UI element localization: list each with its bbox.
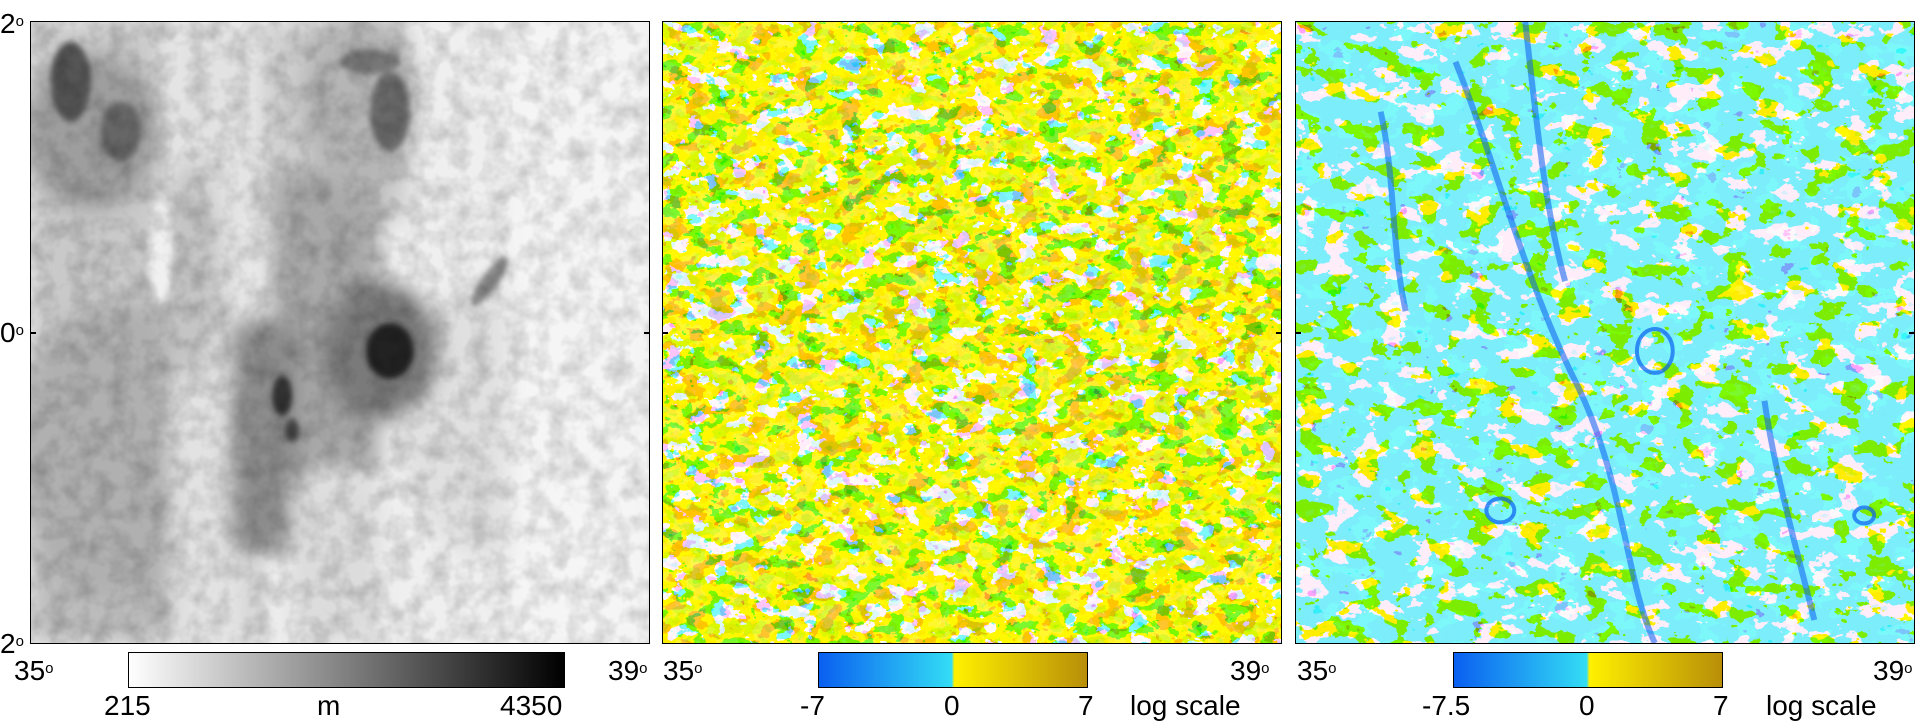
curvature-colorbar-2	[1453, 652, 1723, 688]
lon-right-label-3: 39o	[1873, 655, 1913, 686]
elevation-image	[31, 22, 649, 643]
elevation-colorbar	[128, 652, 565, 688]
curvature-colorbar-1-scale: log scale	[1130, 690, 1241, 721]
lat-bottom-label: 2o	[0, 628, 24, 659]
elevation-map	[30, 21, 650, 644]
curvature-colorbar-2-max: 7	[1713, 690, 1729, 721]
curvature-colorbar-1-max: 7	[1078, 690, 1094, 721]
curvature-colorbar-1	[818, 652, 1088, 688]
lat-top-label: 2o	[0, 8, 24, 39]
curvature-colorbar-1-mid: 0	[944, 690, 960, 721]
lat-tick-left-2	[662, 332, 668, 334]
curvature-colorbar-1-min: -7	[800, 690, 825, 721]
lon-right-label-2: 39o	[1230, 655, 1270, 686]
curvature-colorbar-2-scale: log scale	[1766, 690, 1877, 721]
curvature-map-1	[662, 21, 1282, 644]
elevation-colorbar-min: 215	[104, 690, 151, 721]
curvature-image-2	[1296, 22, 1914, 643]
lat-tick-left-3	[1295, 332, 1301, 334]
elevation-colorbar-unit: m	[317, 690, 341, 721]
curvature-map-2	[1295, 21, 1915, 644]
lon-left-label-3: 35o	[1297, 655, 1337, 686]
curvature-colorbar-2-mid: 0	[1579, 690, 1595, 721]
lon-left-label-2: 35o	[663, 655, 703, 686]
lat-tick-left-1	[30, 332, 36, 334]
elevation-colorbar-max: 4350	[500, 690, 563, 721]
lat-tick-right-1	[644, 332, 650, 334]
lon-right-label-1: 39o	[608, 655, 648, 686]
lon-left-label-1: 35o	[14, 655, 54, 686]
lat-tick-right-2	[1276, 332, 1282, 334]
curvature-colorbar-2-min: -7.5	[1422, 690, 1471, 721]
lat-mid-label: 0o	[0, 317, 24, 348]
curvature-image-1	[663, 22, 1281, 643]
lat-tick-right-3	[1909, 332, 1915, 334]
